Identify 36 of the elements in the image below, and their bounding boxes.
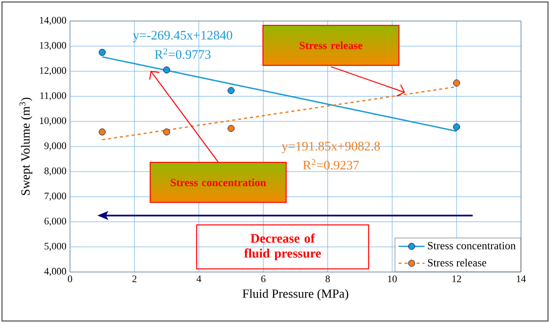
point [453,123,460,130]
y-tick-label: 11,000 [40,92,66,100]
y-tick-label: 14,000 [40,16,66,26]
point [98,128,106,136]
y-tick-label: 9,000 [44,142,66,151]
x-tick-label: 2 [132,276,136,282]
x-tick-label: 14 [516,276,526,282]
x-tick-label: 12 [452,276,462,282]
annotation: R$^{2}$=0.9773 [154,48,211,59]
x-tick-label: 6 [261,276,266,282]
y-tick-label: 7,000 [44,192,66,201]
point [163,66,170,74]
y-tick-label: 8,000 [44,168,66,176]
annotation: Stress concentration [170,178,266,186]
annotation: Decrease of fluid pressure [244,233,321,260]
x-tick-label: 4 [196,276,202,282]
y-axis-title: Swept Volume (m$^{3}$) [19,98,32,196]
x-tick-label: 10 [388,276,397,282]
y-tick-label: 10,000 [40,117,66,126]
point [163,128,170,136]
annotation: y=-269.45x+12840 [132,30,232,42]
x-tick-label: 8 [326,276,330,282]
y-tick-label: 6,000 [44,218,66,226]
legend-label: Stress release [428,258,486,266]
y-tick-label: 13,000 [40,42,66,50]
x-tick-label: 0 [68,276,72,282]
point [453,80,460,86]
y-tick-label: 12,000 [40,67,66,76]
point [228,124,235,132]
point [228,87,235,94]
point [98,48,106,56]
legend-label: Stress concentration [428,242,516,250]
y-tick-label: 5,000 [44,242,66,251]
x-axis-title: Fluid Pressure (MPa) [242,289,348,300]
y-tick-label: 4,000 [44,268,66,276]
annotation: Stress release [300,42,362,50]
